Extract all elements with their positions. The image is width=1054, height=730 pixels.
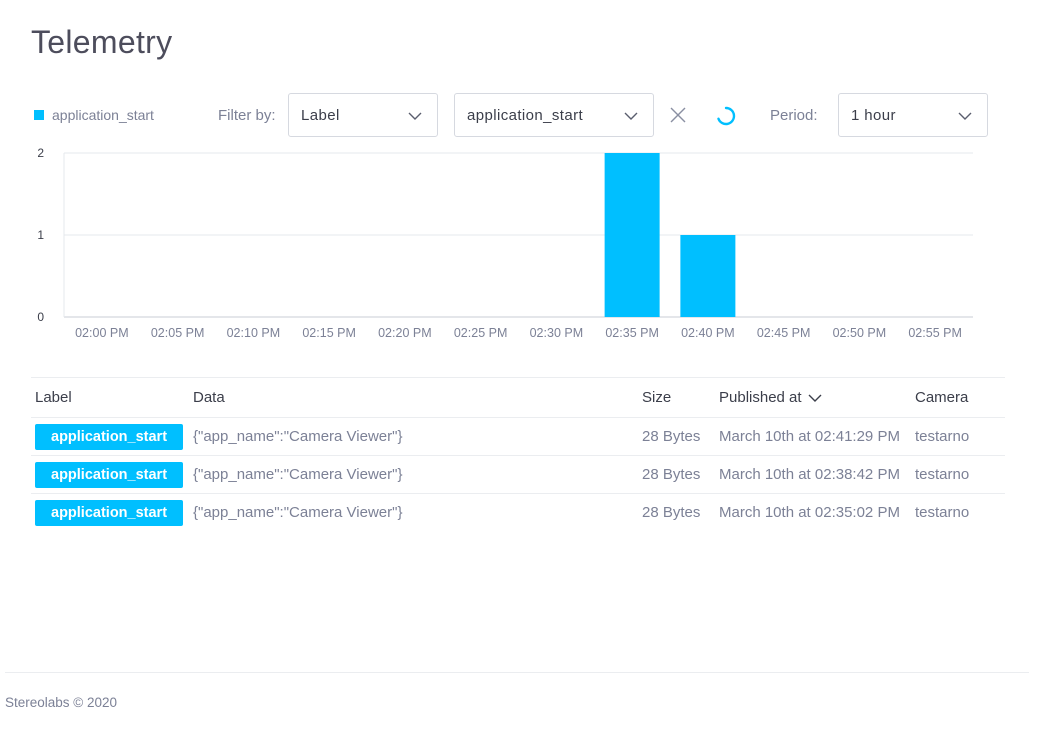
size-cell: 28 Bytes <box>642 504 701 521</box>
table-row[interactable]: application_start {"app_name":"Camera Vi… <box>31 417 1005 455</box>
column-header-published-label: Published at <box>719 389 802 406</box>
x-tick-label: 02:20 PM <box>378 326 432 340</box>
label-badge[interactable]: application_start <box>35 499 183 526</box>
x-tick-label: 02:40 PM <box>681 326 735 340</box>
size-cell: 28 Bytes <box>642 428 701 445</box>
filter-value-text: application_start <box>467 106 584 124</box>
filter-value-select[interactable]: application_start <box>454 93 654 137</box>
period-value: 1 hour <box>851 106 896 124</box>
column-header-data: Data <box>193 389 225 406</box>
spinner-icon <box>717 106 736 126</box>
chevron-down-icon <box>408 112 422 120</box>
period-select[interactable]: 1 hour <box>838 93 988 137</box>
published-cell: March 10th at 02:38:42 PM <box>719 466 900 483</box>
table-row[interactable]: application_start {"app_name":"Camera Vi… <box>31 455 1005 493</box>
chevron-down-icon <box>624 112 638 120</box>
x-tick-label: 02:15 PM <box>302 326 356 340</box>
camera-cell: testarno <box>915 466 970 483</box>
y-tick-label: 2 <box>37 146 44 160</box>
chart-legend[interactable]: application_start <box>34 107 154 123</box>
bar <box>604 153 660 317</box>
bar <box>680 235 736 317</box>
camera-cell: testarno <box>915 504 970 521</box>
footer-copyright: Stereolabs © 2020 <box>5 695 118 710</box>
column-header-published[interactable]: Published at <box>719 378 823 417</box>
x-tick-label: 02:45 PM <box>757 326 811 340</box>
toolbar: application_start Filter by: Label appli… <box>0 93 1054 139</box>
data-cell: {"app_name":"Camera Viewer"} <box>193 428 403 445</box>
telemetry-bar-chart: 0 1 2 02:00 PM 02:05 PM 02:10 PM 02:15 PM 02:20… <box>37 146 973 340</box>
telemetry-table: Label Data Size Published at Camera appl… <box>31 377 1005 531</box>
published-cell: March 10th at 02:35:02 PM <box>719 504 900 521</box>
filter-by-label: Filter by: <box>218 107 276 124</box>
legend-swatch <box>34 110 44 120</box>
sort-desc-icon[interactable] <box>807 392 823 404</box>
label-badge[interactable]: application_start <box>35 423 183 450</box>
data-cell: {"app_name":"Camera Viewer"} <box>193 466 403 483</box>
published-cell: March 10th at 02:41:29 PM <box>719 428 900 445</box>
table-header: Label Data Size Published at Camera <box>31 377 1005 417</box>
x-tick-label: 02:35 PM <box>605 326 659 340</box>
legend-label: application_start <box>52 107 154 123</box>
filter-field-value: Label <box>301 106 340 124</box>
x-tick-label: 02:00 PM <box>75 326 129 340</box>
page-title: Telemetry <box>31 24 173 60</box>
table-row[interactable]: application_start {"app_name":"Camera Vi… <box>31 493 1005 531</box>
filter-field-select[interactable]: Label <box>288 93 438 137</box>
y-tick-label: 0 <box>37 310 44 324</box>
x-tick-label: 02:10 PM <box>227 326 281 340</box>
column-header-camera: Camera <box>915 389 969 406</box>
footer-divider <box>5 672 1029 673</box>
size-cell: 28 Bytes <box>642 466 701 483</box>
chevron-down-icon <box>958 112 972 120</box>
column-header-size: Size <box>642 389 672 406</box>
y-tick-label: 1 <box>37 228 44 242</box>
period-label: Period: <box>770 107 818 124</box>
x-tick-label: 02:05 PM <box>151 326 205 340</box>
close-icon[interactable] <box>668 105 688 125</box>
x-tick-label: 02:30 PM <box>530 326 584 340</box>
x-tick-label: 02:25 PM <box>454 326 508 340</box>
data-cell: {"app_name":"Camera Viewer"} <box>193 504 403 521</box>
column-header-label: Label <box>35 389 72 406</box>
label-badge[interactable]: application_start <box>35 461 183 488</box>
camera-cell: testarno <box>915 428 970 445</box>
x-tick-label: 02:50 PM <box>833 326 887 340</box>
x-tick-label: 02:55 PM <box>908 326 962 340</box>
